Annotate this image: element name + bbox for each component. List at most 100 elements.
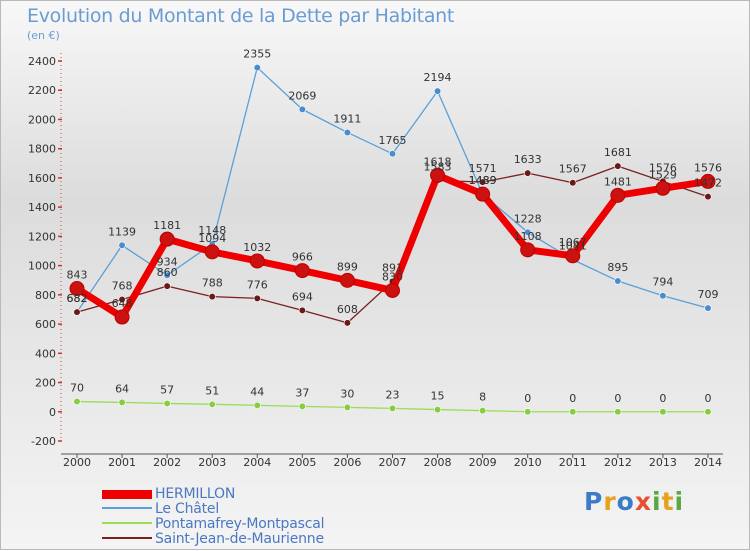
data-point bbox=[655, 180, 671, 196]
y-tick-label: 0 bbox=[49, 406, 56, 419]
data-label: 682 bbox=[67, 292, 88, 305]
data-label: 1032 bbox=[243, 241, 271, 254]
data-label: 694 bbox=[292, 290, 313, 303]
data-point bbox=[388, 404, 397, 413]
data-label: 0 bbox=[659, 392, 666, 405]
legend-swatch bbox=[102, 490, 152, 499]
data-point bbox=[569, 408, 577, 416]
data-point bbox=[614, 408, 622, 416]
chart-title: Evolution du Montant de la Dette par Hab… bbox=[27, 5, 455, 27]
y-tick-label: 400 bbox=[35, 347, 56, 360]
data-point bbox=[163, 399, 171, 408]
data-point bbox=[614, 162, 622, 170]
data-label: 1108 bbox=[514, 230, 542, 243]
data-label: 1481 bbox=[604, 175, 632, 188]
y-tick-label: 2400 bbox=[28, 55, 56, 68]
legend-label: Pontamafrey-Montpascal bbox=[155, 516, 325, 532]
x-tick-label: 2005 bbox=[288, 456, 316, 469]
data-label: 70 bbox=[70, 382, 84, 395]
x-tick-label: 2012 bbox=[604, 456, 632, 469]
data-label: 57 bbox=[160, 383, 174, 396]
data-label: 51 bbox=[205, 384, 219, 397]
data-label: 37 bbox=[295, 386, 309, 399]
data-point bbox=[298, 402, 306, 410]
data-point bbox=[73, 308, 81, 316]
data-label: 1228 bbox=[514, 212, 542, 225]
legend-label: HERMILLON bbox=[155, 486, 236, 502]
x-tick-label: 2011 bbox=[559, 456, 587, 469]
data-point bbox=[253, 63, 261, 72]
data-point bbox=[249, 253, 265, 269]
series-layer bbox=[69, 63, 716, 416]
data-point bbox=[659, 408, 667, 416]
y-tick-label: 1400 bbox=[28, 201, 56, 214]
data-point bbox=[208, 400, 216, 408]
x-tick-label: 2010 bbox=[514, 456, 542, 469]
data-point bbox=[159, 231, 175, 247]
data-label: 64 bbox=[115, 382, 129, 395]
data-label: 0 bbox=[614, 392, 621, 405]
data-label: 1181 bbox=[153, 219, 181, 232]
data-point bbox=[339, 272, 355, 288]
data-label: 768 bbox=[112, 280, 133, 293]
data-label: 1067 bbox=[559, 236, 587, 249]
data-point bbox=[433, 87, 442, 95]
data-label: 709 bbox=[697, 288, 718, 301]
data-label: 1094 bbox=[198, 232, 226, 245]
data-point bbox=[163, 282, 171, 290]
x-tick-label: 2004 bbox=[243, 456, 271, 469]
y-tick-label: 1600 bbox=[28, 172, 56, 185]
data-point bbox=[118, 398, 126, 407]
x-tick-label: 2006 bbox=[333, 456, 361, 469]
data-label: 23 bbox=[385, 388, 399, 401]
data-label: 891 bbox=[382, 262, 403, 275]
legend-swatch bbox=[102, 507, 152, 509]
data-label: 682 bbox=[67, 292, 88, 305]
data-label: 1576 bbox=[694, 161, 722, 174]
data-point bbox=[118, 295, 126, 304]
x-tick-label: 2014 bbox=[694, 456, 722, 469]
data-point bbox=[700, 173, 716, 189]
data-point bbox=[433, 405, 442, 414]
data-point bbox=[704, 193, 712, 201]
data-label: 899 bbox=[337, 260, 358, 273]
data-label: 44 bbox=[250, 385, 264, 398]
data-point bbox=[114, 309, 130, 325]
x-tick-label: 2002 bbox=[153, 456, 181, 469]
data-point bbox=[388, 150, 397, 158]
data-point bbox=[520, 242, 536, 258]
data-label: 1148 bbox=[198, 224, 226, 237]
data-label: 0 bbox=[704, 392, 711, 405]
legend-swatch bbox=[102, 522, 152, 524]
data-label: 1041 bbox=[559, 240, 587, 253]
data-label: 608 bbox=[337, 303, 358, 316]
data-label: 1489 bbox=[469, 174, 497, 187]
data-label: 1681 bbox=[604, 146, 632, 159]
data-point bbox=[253, 294, 261, 302]
data-label: 934 bbox=[157, 255, 178, 268]
data-point bbox=[343, 128, 352, 137]
x-tick-label: 2001 bbox=[108, 456, 136, 469]
data-label: 776 bbox=[247, 278, 268, 291]
data-point bbox=[343, 403, 352, 411]
x-tick-label: 2003 bbox=[198, 456, 226, 469]
data-label: 966 bbox=[292, 251, 313, 264]
proxiti-logo: Proxiti bbox=[584, 487, 685, 516]
data-label: 1472 bbox=[694, 177, 722, 190]
data-point bbox=[524, 228, 532, 236]
data-point bbox=[524, 408, 532, 416]
data-point bbox=[475, 186, 491, 202]
data-point bbox=[569, 179, 577, 187]
data-label: 1571 bbox=[469, 162, 497, 175]
data-label: 895 bbox=[607, 261, 628, 274]
data-label: 830 bbox=[382, 270, 403, 283]
data-label: 1633 bbox=[514, 153, 542, 166]
data-label: 2069 bbox=[288, 89, 316, 102]
legend-label: Le Châtel bbox=[155, 501, 220, 517]
legend-swatch bbox=[102, 537, 152, 539]
x-tick-label: 2009 bbox=[469, 456, 497, 469]
data-label: 1583 bbox=[424, 160, 452, 173]
data-point bbox=[610, 187, 626, 203]
x-tick-label: 2007 bbox=[378, 456, 406, 469]
